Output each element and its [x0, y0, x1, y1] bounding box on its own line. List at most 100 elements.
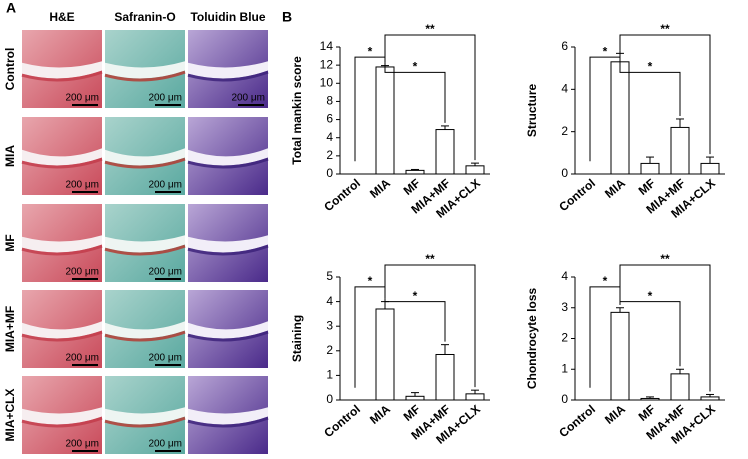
scale-bar-label: 200 μm [148, 439, 182, 450]
x-tick-label: MF [401, 176, 423, 198]
y-tick-label: 14 [320, 39, 334, 53]
bar [670, 126, 690, 175]
row-label: MF [3, 234, 17, 251]
y-tick-label: 3 [561, 300, 568, 314]
bar [640, 397, 660, 401]
tissue-gap [22, 61, 102, 79]
y-tick-label: 0 [561, 392, 568, 406]
bar [610, 61, 630, 175]
y-tick-label: 6 [561, 39, 568, 53]
cartilage-band [104, 70, 186, 82]
y-axis-title: Structure [525, 84, 539, 138]
y-tick-label: 0 [561, 166, 568, 180]
significance-label: * [368, 44, 373, 58]
y-tick-label: 4 [561, 269, 568, 283]
scale-bar-label: 200 μm [148, 93, 182, 104]
x-tick-label: MIA [367, 176, 393, 201]
significance-label: ** [660, 252, 670, 266]
x-tick-label: MF [401, 402, 423, 424]
y-tick-label: 10 [320, 75, 334, 89]
scale-bar-label: 200 μm [65, 180, 99, 191]
cartilage-band [187, 157, 269, 169]
tissue-gap [188, 321, 268, 339]
scale-bar-label: 200 μm [65, 93, 99, 104]
panel-label: B [282, 9, 292, 25]
y-tick-label: 4 [326, 130, 333, 144]
y-axis-title: Chondrocyte loss [525, 288, 539, 390]
significance-label: * [603, 274, 608, 288]
bar [435, 129, 455, 175]
x-tick-label: MIA [602, 402, 628, 427]
significance-label: * [413, 60, 418, 74]
bar [405, 395, 425, 401]
tissue-gap [22, 321, 102, 339]
bar [435, 353, 455, 401]
y-tick-label: 3 [326, 318, 333, 332]
y-tick-label: 2 [326, 148, 333, 162]
bar [375, 308, 395, 401]
y-tick-label: 5 [326, 269, 333, 283]
tissue-gap [188, 235, 268, 253]
bar [640, 162, 660, 175]
significance-label: ** [660, 22, 670, 36]
bar [465, 393, 485, 401]
y-tick-label: 8 [326, 94, 333, 108]
cartilage-band [104, 157, 186, 169]
row-label: MIA+CLX [3, 388, 17, 441]
bar [610, 311, 630, 401]
cartilage-band [21, 330, 103, 342]
y-axis-title: Staining [290, 315, 304, 362]
tissue-gap [188, 61, 268, 79]
tissue-gap [105, 61, 185, 79]
significance-label: ** [425, 22, 435, 36]
y-tick-label: 2 [561, 331, 568, 345]
cartilage-band [21, 244, 103, 256]
row-label: Control [3, 48, 17, 91]
significance-label: * [368, 274, 373, 288]
significance-label: * [648, 60, 653, 74]
tissue-gap [188, 407, 268, 425]
x-tick-label: MIA [602, 176, 628, 201]
significance-label: * [648, 289, 653, 303]
significance-bracket [384, 62, 446, 123]
x-tick-label: MF [636, 402, 658, 424]
column-header: Safranin-O [114, 10, 175, 24]
row-label: MIA+MF [3, 306, 17, 352]
cartilage-band [21, 416, 103, 428]
bar [465, 165, 485, 175]
bar [700, 162, 720, 175]
panel-label: A [6, 0, 16, 16]
cartilage-band [187, 70, 269, 82]
y-tick-label: 12 [320, 57, 334, 71]
tissue-gap [188, 148, 268, 166]
bar [375, 66, 395, 175]
y-tick-label: 2 [561, 124, 568, 138]
tissue-gap [105, 321, 185, 339]
significance-bracket [384, 34, 476, 161]
bar [670, 373, 690, 401]
tissue-gap [105, 407, 185, 425]
tissue-gap [105, 148, 185, 166]
cartilage-band [187, 244, 269, 256]
y-axis-title: Total mankin score [290, 56, 304, 165]
y-tick-label: 2 [326, 343, 333, 357]
y-tick-label: 4 [561, 82, 568, 96]
cartilage-band [104, 416, 186, 428]
y-tick-label: 1 [326, 368, 333, 382]
y-tick-label: 0 [326, 166, 333, 180]
significance-label: * [413, 289, 418, 303]
significance-bracket [619, 34, 711, 155]
column-header: Toluidin Blue [190, 10, 265, 24]
y-tick-label: 6 [326, 112, 333, 126]
significance-bracket [619, 264, 711, 392]
significance-bracket [384, 264, 476, 388]
cartilage-band [21, 70, 103, 82]
cartilage-band [104, 330, 186, 342]
scale-bar-label: 200 μm [148, 353, 182, 364]
cartilage-band [21, 157, 103, 169]
x-tick-label: Control [321, 176, 363, 214]
scale-bar-label: 200 μm [65, 439, 99, 450]
y-tick-label: 4 [326, 294, 333, 308]
cartilage-band [187, 416, 269, 428]
scale-bar-label: 200 μm [231, 93, 265, 104]
